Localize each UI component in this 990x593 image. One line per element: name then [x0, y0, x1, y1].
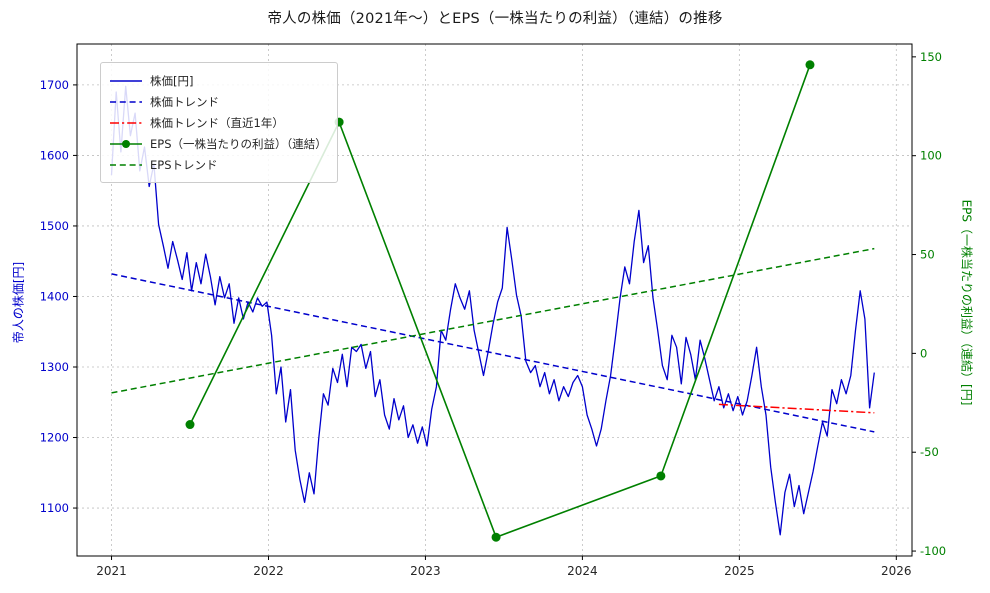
legend-swatch	[110, 163, 142, 166]
x-tick-label: 2022	[253, 564, 284, 578]
plot-border	[76, 43, 913, 557]
legend-item: 株価[円]	[109, 70, 327, 91]
chart-title: 帝人の株価（2021年〜）とEPS（一株当たりの利益）（連結）の推移	[267, 11, 723, 27]
y-left-tick-label: 1700	[40, 78, 69, 92]
x-tick-label: 2021	[96, 564, 127, 578]
y-right-tick-label: 150	[920, 50, 942, 64]
y-left-tick-label: 1300	[40, 360, 69, 374]
y-left-tick-label: 1600	[40, 148, 69, 162]
legend-label: EPS（一株当たりの利益）（連結）	[150, 136, 327, 151]
stock-price-line	[110, 85, 875, 536]
y-right-tick-label: 0	[920, 346, 927, 360]
legend-item: 株価トレンド（直近1年）	[109, 112, 327, 133]
legend-swatch	[110, 121, 142, 124]
x-tick-label: 2024	[567, 564, 598, 578]
y-left-tick-label: 1400	[40, 289, 69, 303]
legend-item: EPSトレンド	[109, 154, 327, 175]
eps-marker	[656, 471, 666, 481]
x-tick-label: 2026	[881, 564, 912, 578]
eps-marker	[491, 532, 501, 542]
legend: 株価[円] 株価トレンド株価トレンド（直近1年） EPS（一株当たりの利益）（連結）…	[100, 62, 338, 183]
y-right-tick-label: -50	[920, 445, 939, 459]
x-tick-label: 2025	[724, 564, 755, 578]
y-right-tick-label: 50	[920, 248, 935, 262]
legend-swatch	[110, 139, 142, 148]
legend-swatch	[110, 79, 142, 82]
legend-item: EPS（一株当たりの利益）（連結）	[109, 133, 327, 154]
legend-label: 株価トレンド	[150, 94, 219, 109]
x-tick-label: 2023	[410, 564, 441, 578]
legend-swatch	[110, 100, 142, 103]
legend-label: 株価[円]	[150, 73, 194, 88]
y-left-tick-label: 1200	[40, 431, 69, 445]
y-right-tick-label: 100	[920, 149, 942, 163]
eps-trend-line	[111, 247, 875, 394]
legend-label: EPSトレンド	[150, 157, 218, 172]
stock-trend-recent-line	[718, 403, 875, 414]
legend-label: 株価トレンド（直近1年）	[150, 115, 284, 130]
eps-marker	[805, 60, 815, 70]
y-right-tick-label: -100	[920, 544, 946, 558]
legend-item: 株価トレンド	[109, 91, 327, 112]
stock-trend-line	[111, 273, 875, 433]
y-left-tick-label: 1100	[40, 501, 69, 515]
y-left-tick-label: 1500	[40, 219, 69, 233]
eps-marker	[185, 420, 195, 430]
